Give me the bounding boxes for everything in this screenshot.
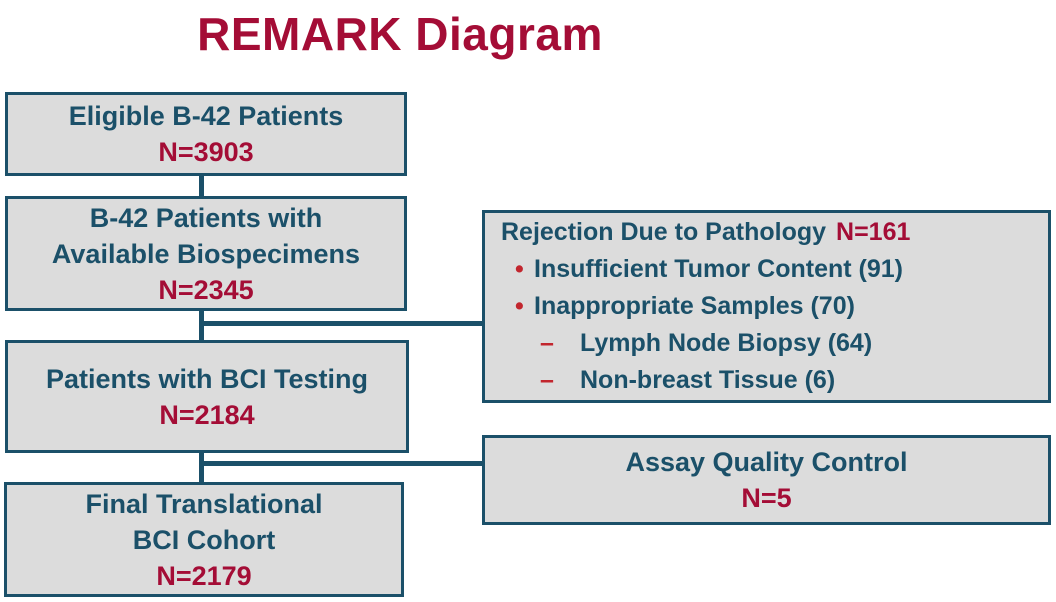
flow-box-label: Patients with BCI Testing xyxy=(45,363,369,394)
connector-biospecimens-to-bci-testing xyxy=(199,311,204,342)
flow-box-label: Eligible B-42 Patients xyxy=(68,101,344,131)
assay-count: N=5 xyxy=(741,483,792,513)
connector-branch-to-rejection xyxy=(201,321,484,326)
side-box-rejection-pathology: Rejection Due to Pathology N=161 • Insuf… xyxy=(482,210,1051,403)
flow-box-count: N=3903 xyxy=(158,137,254,167)
connector-branch-to-assay-qc xyxy=(201,461,484,466)
dash-icon: – xyxy=(540,329,554,357)
spacer xyxy=(826,214,836,251)
page-title: REMARK Diagram xyxy=(197,8,603,60)
flow-box-available-biospecimens: B-42 Patients with Available Biospecimen… xyxy=(5,196,407,311)
assay-title: Assay Quality Control xyxy=(625,447,908,477)
bullet-dot-icon: • xyxy=(515,255,524,283)
flow-box-count: N=2184 xyxy=(159,399,255,430)
rejection-bullet-inappropriate-samples: • Inappropriate Samples (70) xyxy=(501,288,1048,325)
rejection-subbullet-non-breast: – Non-breast Tissue (6) xyxy=(501,362,1048,399)
bullet-dot-icon: • xyxy=(515,292,524,320)
rejection-bullet-text: Lymph Node Biopsy (64) xyxy=(580,329,873,357)
connector-bci-testing-to-final-cohort xyxy=(199,453,204,484)
flow-box-label: Available Biospecimens xyxy=(51,238,361,269)
connector-eligible-to-biospecimens xyxy=(199,176,204,198)
flow-box-final-cohort: Final Translational BCI Cohort N=2179 xyxy=(4,482,404,597)
rejection-title: Rejection Due to Pathology xyxy=(501,218,827,246)
rejection-bullet-text: Insufficient Tumor Content (91) xyxy=(534,255,903,283)
flow-box-count: N=2345 xyxy=(158,274,254,305)
rejection-subbullet-lymph-node: – Lymph Node Biopsy (64) xyxy=(501,325,1048,362)
rejection-count: N=161 xyxy=(836,218,911,246)
flow-box-label: BCI Cohort xyxy=(132,524,276,555)
rejection-bullet-text: Inappropriate Samples (70) xyxy=(534,292,855,320)
dash-icon: – xyxy=(540,366,554,394)
side-box-assay-quality-control: Assay Quality Control N=5 xyxy=(482,435,1051,525)
flow-box-label: B-42 Patients with xyxy=(89,202,323,233)
flow-box-bci-testing: Patients with BCI Testing N=2184 xyxy=(5,340,409,453)
rejection-title-line: Rejection Due to Pathology N=161 xyxy=(501,214,1048,251)
flow-box-eligible-patients: Eligible B-42 Patients N=3903 xyxy=(5,92,407,176)
rejection-bullet-insufficient-tumor: • Insufficient Tumor Content (91) xyxy=(501,251,1048,288)
flow-box-label: Final Translational xyxy=(85,488,323,519)
rejection-bullet-text: Non-breast Tissue (6) xyxy=(580,366,836,394)
flow-box-count: N=2179 xyxy=(156,560,252,591)
